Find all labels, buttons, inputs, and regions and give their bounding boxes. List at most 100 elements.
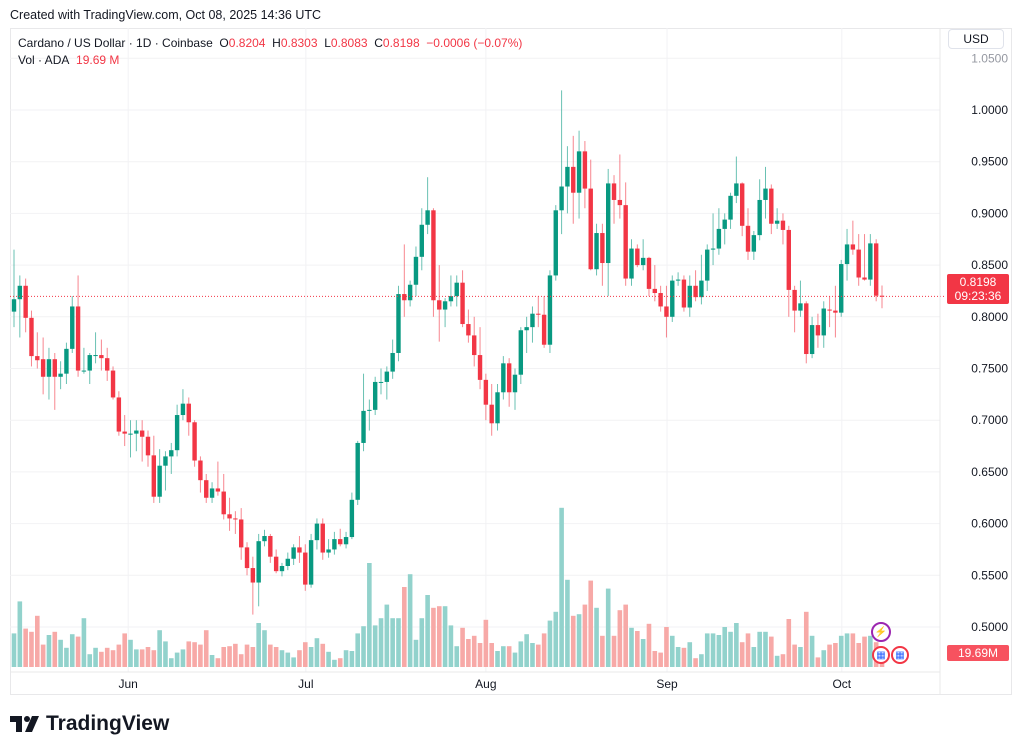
price-tick-label: 0.9500	[971, 155, 1008, 169]
candle	[349, 492, 355, 540]
volume-bar	[792, 644, 797, 667]
candle	[769, 184, 774, 235]
volume-bar	[553, 611, 559, 667]
candle	[827, 296, 832, 328]
candle	[623, 182, 628, 286]
candle-body	[629, 248, 634, 279]
tradingview-logo[interactable]: TradingView	[10, 712, 169, 736]
candle	[326, 539, 331, 558]
candle-body	[512, 374, 518, 393]
volume-bar	[704, 633, 710, 667]
candle	[355, 440, 360, 505]
volume-bar	[734, 623, 739, 667]
volume-bar	[827, 644, 832, 667]
volume-bar	[716, 635, 722, 667]
candle-body	[157, 465, 162, 497]
candle	[23, 278, 28, 333]
candle	[635, 244, 640, 268]
candle-body	[611, 183, 617, 200]
symbol-title[interactable]: Cardano / US Dollar · 1D · Coinbase	[18, 36, 213, 50]
candle-body	[804, 303, 809, 355]
candle-body	[81, 370, 87, 372]
candle-body	[734, 183, 739, 196]
volume-bar	[425, 595, 430, 667]
candle	[722, 213, 727, 245]
volume-bar	[594, 607, 599, 667]
volume-bar	[868, 635, 873, 667]
candle	[227, 497, 232, 531]
candle-body	[29, 317, 34, 357]
volume-bar	[81, 618, 87, 667]
candle	[46, 347, 52, 400]
candle-body	[361, 410, 366, 443]
candle-body	[553, 210, 558, 276]
candle	[774, 208, 780, 229]
volume-bar	[431, 607, 436, 667]
volume-bar	[64, 647, 69, 667]
candle	[873, 239, 879, 302]
volume-bar	[378, 618, 384, 667]
volume-bar	[250, 647, 256, 667]
price-tick-label: 0.7000	[971, 413, 1008, 427]
volume-bar	[396, 618, 401, 667]
candle-body	[174, 415, 180, 451]
candle-body	[425, 210, 430, 225]
candle	[541, 296, 547, 348]
us-flag-event-icon[interactable]: ▦	[891, 646, 909, 664]
volume-bar	[332, 659, 337, 667]
volume-bar	[454, 646, 460, 667]
volume-bar	[623, 604, 628, 667]
volume-bar	[320, 643, 326, 667]
bar-countdown: 09:23:36	[954, 289, 1002, 304]
candle-body	[238, 519, 244, 548]
candle	[804, 301, 809, 364]
lightning-event-icon[interactable]: ⚡	[871, 622, 891, 642]
candle-body	[308, 540, 314, 585]
candle-body	[215, 488, 221, 492]
candle	[145, 430, 151, 467]
volume-bar	[17, 601, 23, 667]
candle	[640, 239, 646, 271]
candle-body	[279, 565, 285, 572]
candle-body	[11, 299, 17, 312]
volume-bar	[862, 636, 867, 667]
volume-bar	[535, 644, 541, 667]
candle	[454, 275, 459, 307]
candle-body	[699, 280, 704, 298]
candle	[600, 223, 605, 286]
candle	[186, 397, 191, 436]
candle	[58, 361, 63, 390]
volume-bar	[687, 642, 693, 667]
us-flag-event-icon[interactable]: ▦	[872, 646, 890, 664]
price-axis: 0.5000 0.5500 0.6000 0.6500 0.7000 0.7500 0.80…	[971, 51, 1008, 634]
volume-bar	[803, 611, 809, 667]
price-tick-label: 1.0500	[971, 51, 1008, 65]
currency-button[interactable]: USD	[948, 29, 1004, 49]
volume-bar	[326, 651, 331, 667]
volume-bar	[413, 639, 419, 667]
candle	[303, 544, 308, 591]
volume-bar	[75, 636, 81, 667]
candle-body	[658, 293, 663, 307]
candle-body	[640, 257, 646, 266]
candle	[122, 415, 127, 447]
volume-label[interactable]: Vol · ADA	[18, 53, 70, 67]
price-tick-label: 0.5500	[971, 568, 1008, 582]
candle-body	[17, 285, 23, 300]
candle-body	[716, 228, 722, 249]
candle	[751, 230, 757, 260]
candle	[262, 529, 267, 547]
volume-bar	[745, 633, 751, 667]
candle	[868, 234, 873, 286]
candle-body	[635, 248, 640, 266]
volume-bar	[180, 649, 186, 667]
volume-bar	[605, 588, 611, 667]
candle	[402, 244, 407, 317]
volume-bar	[87, 654, 93, 667]
candle	[745, 208, 751, 260]
candle-body	[390, 352, 395, 372]
candle	[93, 332, 98, 364]
volume-bar	[710, 633, 716, 667]
volume-bar	[635, 631, 640, 667]
